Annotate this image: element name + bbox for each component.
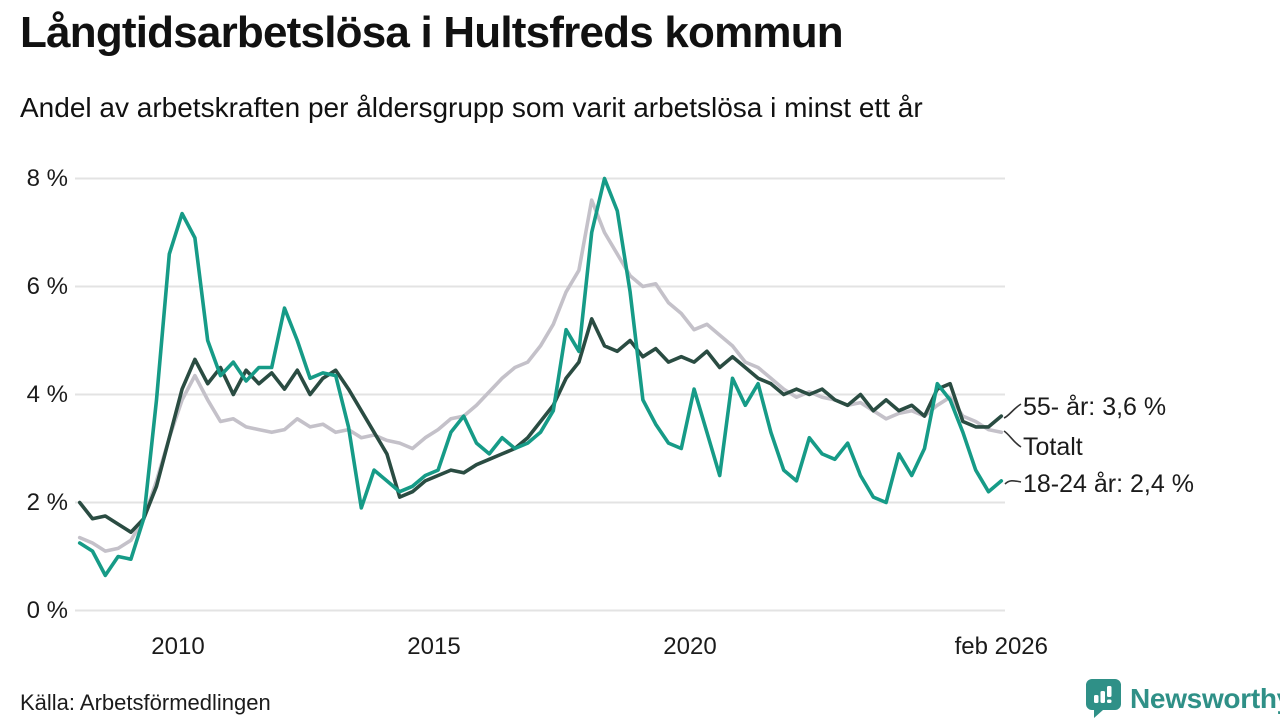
series-line-55--år [77,317,1004,535]
logo-bar-2 [1100,691,1105,703]
source-note: Källa: Arbetsförmedlingen [20,690,271,715]
series-label-18-24-ar: 18-24 år: 2,4 % [1023,470,1194,498]
series-label-55-ar: 55- år: 3,6 % [1023,393,1167,421]
page-title: Långtidsarbetslösa i Hultsfreds kommun [20,8,844,57]
leader-line-totalt [1003,430,1022,448]
newsworthy-wordmark: Newsworthy [1130,682,1280,714]
leader-line-55 [1003,403,1022,419]
newsworthy-icon [1086,679,1121,718]
logo-exclamation-dot [1107,699,1112,703]
logo-bar-1 [1094,695,1099,703]
series-lines [77,176,1004,578]
series-line-totalt [77,198,1004,553]
leader-lines [1003,403,1022,485]
logo-exclamation-bar [1107,686,1112,697]
series-label-totalt: Totalt [1023,433,1083,461]
leader-line-18-24 [1004,479,1022,485]
gridlines [75,177,1005,612]
newsworthy-logo: Newsworthy [1086,679,1280,718]
series-line-18-24-år [77,176,1004,578]
chart-subtitle: Andel av arbetskraften per åldersgrupp s… [20,92,923,123]
